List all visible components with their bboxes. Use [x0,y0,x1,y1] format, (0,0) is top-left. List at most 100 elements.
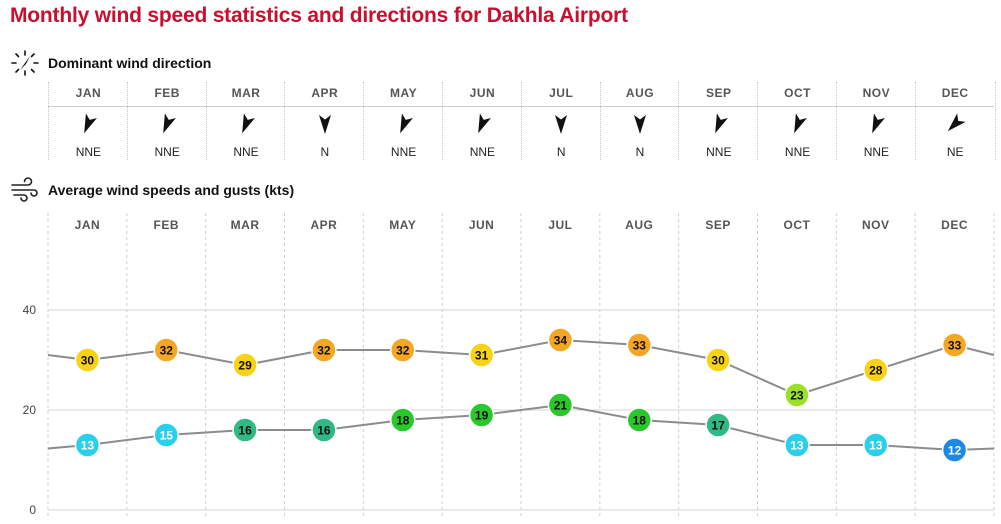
series-line-1 [47,403,995,452]
direction-section-label: Dominant wind direction [48,55,212,71]
direction-code: N [635,145,645,159]
data-label: 18 [633,414,647,428]
direction-code: NNE [75,145,102,159]
wind-direction-arrow-icon [628,112,652,136]
data-point [705,347,731,373]
month-label: NOV [862,86,891,100]
data-label: 16 [317,424,331,438]
data-point [311,417,337,443]
y-tick-label: 40 [23,303,37,317]
x-tick-label: JUN [469,218,495,232]
data-point [784,382,810,408]
data-point [153,422,179,448]
direction-month-apr: APR N [284,82,364,160]
data-point [468,342,495,368]
speed-section-label: Average wind speeds and gusts (kts) [48,182,295,198]
data-label: 16 [238,424,252,438]
data-point [626,332,652,358]
data-point [311,337,337,363]
direction-month-nov: NOV NNE [836,82,916,160]
wind-direction-arrow-icon [392,112,416,136]
direction-code: N [556,145,566,159]
data-point [547,392,574,418]
direction-month-jan: JAN NNE [48,82,128,160]
wind-direction-arrow-icon [786,112,810,136]
direction-code: NNE [390,145,417,159]
data-label: 15 [160,429,174,443]
direction-code: NNE [154,145,180,159]
direction-month-feb: FEB NNE [126,82,207,160]
data-point [941,332,968,358]
direction-table: JAN NNE FEB NNE MAR NNE APR N MAY NNE JUN NNE JUL N AU… [48,82,996,160]
x-tick-label: DEC [941,218,968,232]
series-line-0 [47,338,995,397]
data-point [705,412,731,438]
direction-code: NNE [784,145,811,159]
data-label: 34 [554,334,568,348]
data-point [784,432,810,458]
month-label: DEC [941,86,969,100]
direction-code: NNE [469,145,496,159]
data-point [153,337,179,363]
x-tick-label: OCT [783,218,810,232]
wind-icon [10,177,40,203]
data-label: 33 [948,339,962,353]
direction-month-dec: DEC NE [914,82,996,160]
data-label: 32 [317,344,331,358]
x-tick-label: APR [310,218,337,232]
direction-month-sep: SEP NNE [678,82,758,160]
data-label: 18 [396,414,410,428]
direction-code: NNE [863,145,890,159]
data-label: 32 [396,344,410,358]
wind-direction-arrow-icon [943,112,967,136]
direction-code: NE [946,145,964,159]
data-label: 21 [554,399,568,413]
data-label: 28 [869,364,883,378]
data-label: 13 [81,439,95,453]
data-label: 17 [711,419,725,433]
x-tick-label: MAY [389,218,416,232]
speed-section-header: Average wind speeds and gusts (kts) [10,177,294,203]
month-label: MAR [231,86,261,100]
data-point [390,407,416,433]
month-label: APR [311,86,339,100]
wind-direction-arrow-icon [76,112,100,136]
wind-direction-arrow-icon [234,112,258,136]
data-point [863,357,889,383]
data-point [74,347,101,373]
x-tick-label: FEB [154,218,180,232]
wind-direction-arrow-icon [313,112,337,136]
data-label: 33 [633,339,647,353]
data-label: 12 [948,444,962,458]
wind-direction-arrow-icon [864,112,888,136]
month-label: OCT [784,86,811,100]
x-tick-label: JUL [548,218,572,232]
data-label: 29 [238,359,252,373]
direction-month-jul: JUL N [520,82,601,160]
month-label: JUL [549,86,574,100]
wind-direction-arrow-icon [155,112,179,136]
direction-code: N [320,145,330,159]
data-label: 30 [81,354,95,368]
data-label: 19 [475,409,489,423]
direction-month-jun: JUN NNE [442,82,522,160]
data-point [232,352,258,378]
wind-direction-arrow-icon [707,112,731,136]
direction-month-may: MAY NNE [363,82,443,160]
y-tick-label: 0 [29,503,36,517]
data-label: 31 [475,349,489,363]
data-point [941,437,968,463]
direction-section-header: Dominant wind direction [10,50,211,76]
y-tick-label: 20 [23,403,37,417]
data-point [863,432,889,458]
data-point [232,417,258,443]
month-label: AUG [625,86,655,100]
direction-month-mar: MAR NNE [205,82,286,160]
page-title: Monthly wind speed statistics and direct… [10,4,628,27]
compass-icon [10,50,40,76]
data-label: 23 [790,389,804,403]
month-label: SEP [706,86,732,100]
wind-direction-arrow-icon [549,112,573,136]
wind-speed-chart: JAN FEB MAR APR MAY JUN JUL AUG SEP OCT NOV DEC 0 20 4… [23,213,995,519]
data-point [468,402,495,428]
